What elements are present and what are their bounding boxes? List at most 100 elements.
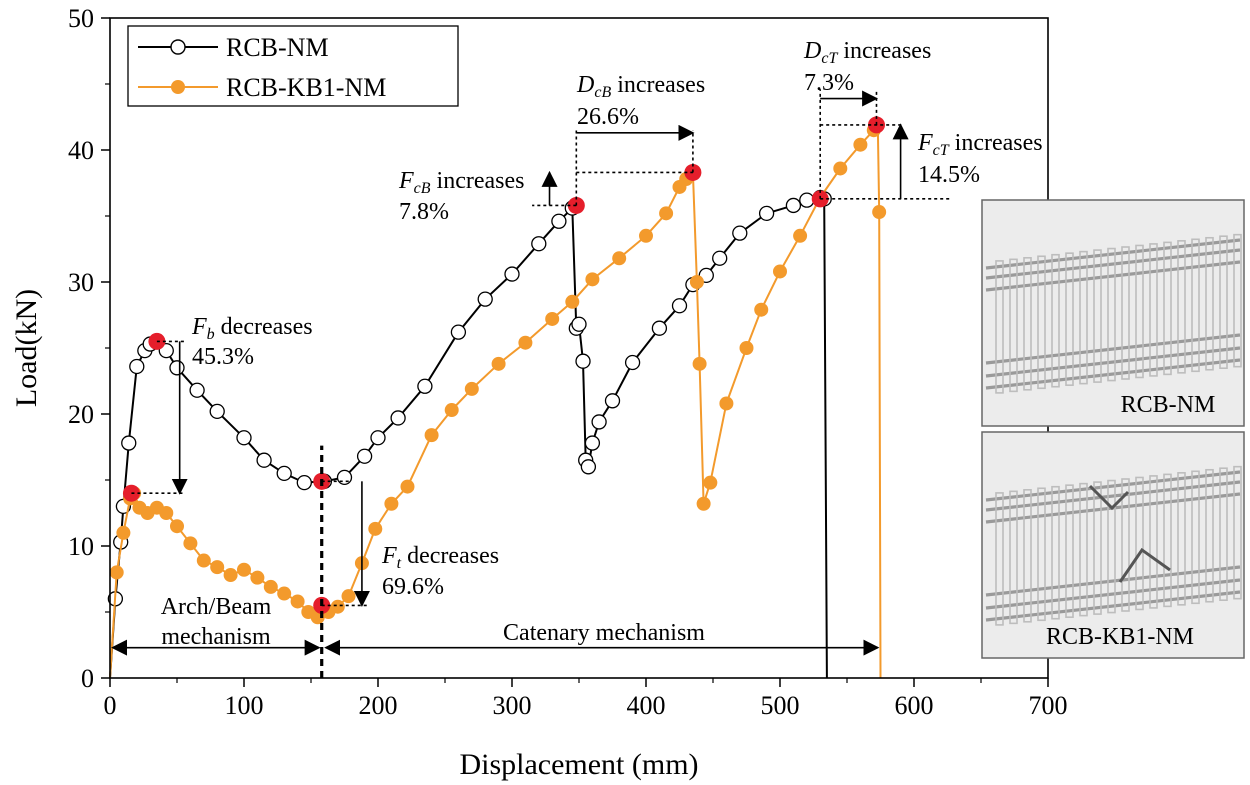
point-rcb-nm [732,225,748,241]
point-rcb-kb1-nm [689,275,704,289]
ft-percent: 69.6% [382,574,444,600]
rebar-stirrup [1107,247,1116,382]
point-rcb-nm [129,358,145,375]
y-tick-label-3: 30 [68,268,94,297]
dcb-percent: 26.6% [577,104,639,130]
rebar-stirrup [995,492,1004,626]
x-tick-label-5: 500 [761,691,800,720]
rebar-stirrup [1205,468,1214,603]
rebar-stirrup [1121,246,1130,380]
legend-label-rcb-kb1-nm: RCB-KB1-NM [226,73,386,102]
point-rcb-kb1-nm [444,403,459,418]
point-rcb-nm [571,316,587,332]
point-rcb-kb1-nm [659,206,674,221]
legend: RCB-NM RCB-KB1-NM [127,25,459,107]
rebar-stirrup [1135,476,1144,611]
point-rcb-kb1-nm [773,264,787,279]
rebar-stirrup [1149,243,1158,377]
rebar-stirrup [1177,472,1186,606]
point-rcb-nm [276,465,292,482]
y-tick-label-4: 40 [68,136,94,165]
point-rcb-nm [584,435,601,451]
ft-annotation: Ft decreases [381,543,499,572]
point-rcb-kb1-nm [565,294,580,309]
point-rcb-kb1-nm [754,302,769,317]
point-rcb-kb1-nm [518,335,533,350]
dct-percent: 7.3% [804,70,854,96]
point-rcb-nm [121,435,137,451]
y-tick-label-2: 20 [68,400,94,429]
legend-marker-rcb-nm [170,39,186,55]
rebar-stirrup [1135,244,1144,379]
point-rcb-nm [785,197,802,214]
point-rcb-kb1-nm [263,579,278,594]
point-rcb-kb1-nm [250,570,265,585]
point-rcb-nm [169,360,185,376]
point-rcb-nm [356,448,373,464]
rebar-stirrup [1009,258,1018,393]
x-axis-title: Displacement (mm) [459,748,698,781]
rebar-longitudinal [985,248,1241,280]
rebar-longitudinal [985,333,1241,365]
legend-box [127,25,459,107]
arch-label-line2: mechanism [161,624,271,650]
x-tick-label-7: 700 [1029,691,1068,720]
rebar-stirrup [1233,233,1242,368]
point-rcb-kb1-nm [424,428,439,443]
x-tick-label-0: 0 [104,691,117,720]
rebar-stirrup [1079,482,1088,617]
rebar-kink-bottom [1118,547,1171,583]
arch-label-line1: Arch/Beam [161,594,272,620]
legend-marker-rcb-kb1-nm [171,80,185,94]
point-rcb-nm [551,213,567,229]
fcb-percent: 7.8% [399,199,449,225]
point-rcb-nm [450,324,467,340]
point-rcb-nm [417,378,433,394]
rebar-stirrup [1051,485,1060,620]
rebar-stirrup [1065,252,1074,386]
rebar-stirrup [1107,479,1116,614]
point-rcb-nm [189,382,205,398]
rebar-longitudinal [985,260,1241,292]
inset-label-rcb-kb1-nm: RCB-KB1-NM [1046,624,1194,650]
point-rcb-kb1-nm [159,506,174,520]
rebar-stirrup [1065,484,1074,618]
point-rcb-kb1-nm [833,161,848,176]
rebar-stirrup [1037,255,1046,390]
point-rcb-kb1-nm [639,228,653,243]
catenary-label: Catenary mechanism [503,620,705,646]
rebar-longitudinal [985,470,1241,502]
fct-annotation: FcT increases [917,130,1043,159]
rebar-stirrup [1023,489,1032,623]
point-rcb-nm [575,353,591,369]
rebar-longitudinal [985,238,1241,270]
point-rcb-kb1-nm [384,496,399,511]
point-rcb-kb1-nm [341,589,356,604]
point-rcb-nm [591,414,607,430]
inset-rcb-nm: RCB-NM [981,199,1245,427]
point-rcb-kb1-nm [223,568,238,583]
rebar-stirrup [1093,249,1102,383]
y-tick-label-5: 50 [68,4,94,33]
point-rcb-kb1-nm [464,381,479,396]
point-rcb-nm [504,266,520,282]
inset-frame-rcb-nm [981,199,1245,427]
point-rcb-nm [236,430,252,446]
point-rcb-nm [209,403,225,420]
inset-label-rcb-nm: RCB-NM [1121,392,1216,418]
point-rcb-nm [799,192,815,208]
point-rcb-kb1-nm [703,475,718,490]
point-rcb-kb1-nm [330,599,345,614]
fct-percent: 14.5% [918,162,980,188]
point-rcb-kb1-nm [400,479,415,494]
point-rcb-nm [256,452,272,468]
rebar-stirrup [1219,235,1228,370]
point-rcb-kb1-nm [853,137,868,152]
point-rcb-kb1-nm [196,553,211,568]
dcb-annotation: DcB increases [576,72,705,101]
point-rcb-nm [604,393,621,409]
legend-label-rcb-nm: RCB-NM [226,33,329,62]
rebar-stirrup [1177,240,1186,374]
rebar-stirrup [1205,236,1214,371]
